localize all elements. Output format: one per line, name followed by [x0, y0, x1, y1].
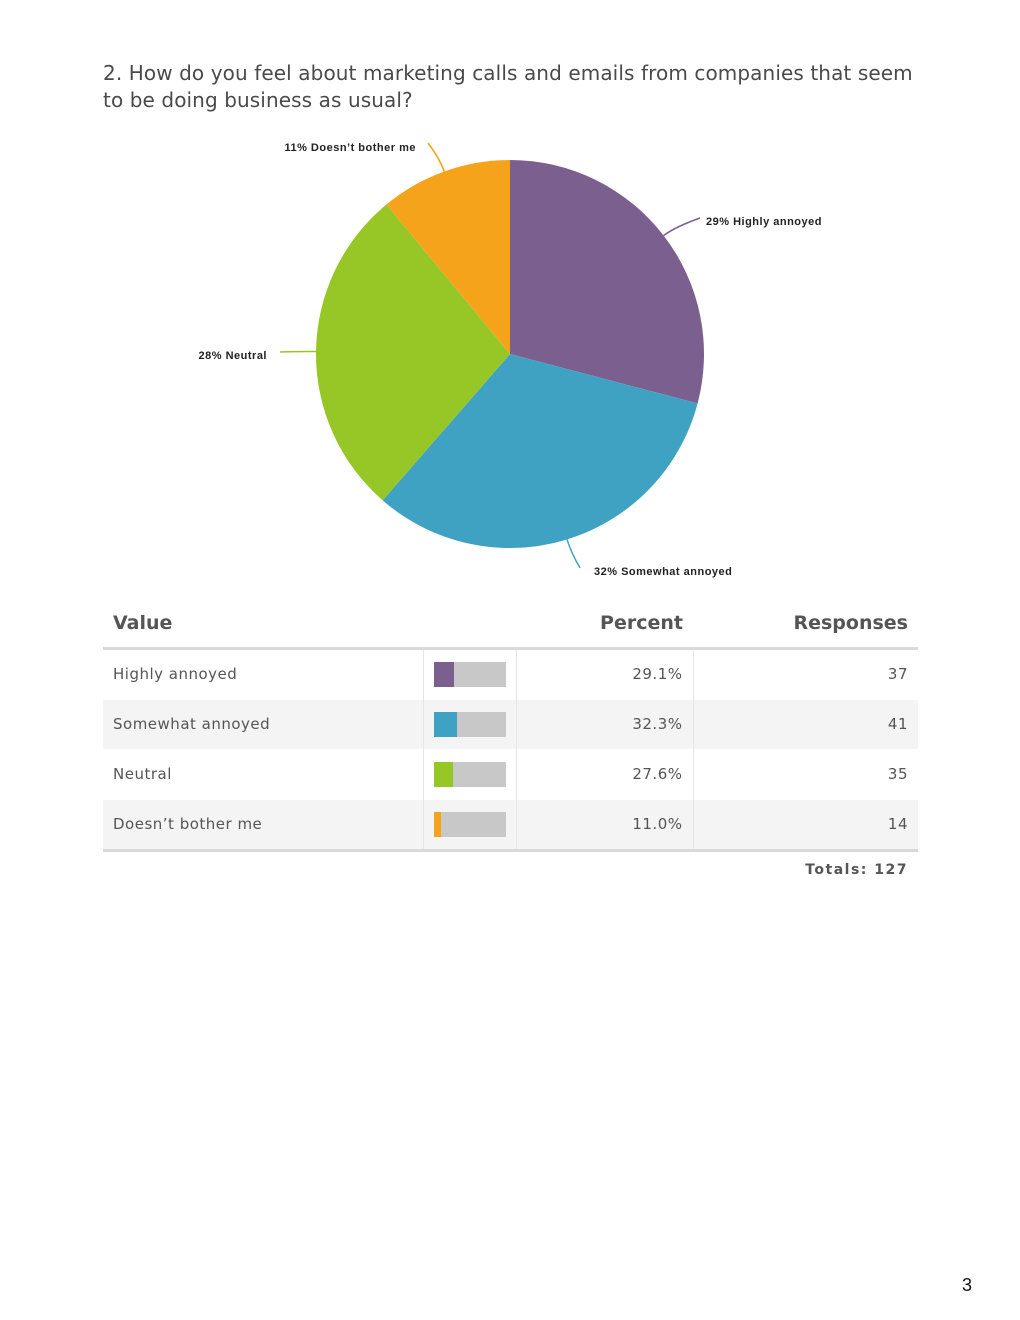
row-bar	[423, 749, 517, 799]
row-value: Highly annoyed	[103, 648, 424, 699]
pie-slice-label: 28% Neutral	[199, 350, 267, 362]
pie-leader-line	[427, 142, 445, 172]
row-responses: 14	[693, 799, 918, 850]
percent-bar	[433, 761, 506, 787]
totals: Totals: 127	[805, 862, 908, 878]
row-responses: 37	[887, 665, 908, 683]
pie-slice	[510, 160, 704, 404]
header-responses: Responses	[793, 612, 908, 635]
pie-slice-label: 11% Doesn’t bother me	[284, 142, 416, 154]
header-value: Value	[113, 612, 173, 635]
pie-leader-line	[566, 539, 581, 569]
row-responses: 41	[693, 699, 918, 749]
pie-slice	[382, 354, 698, 548]
row-percent: 29.1%	[516, 648, 694, 699]
header-percent: Percent	[600, 612, 683, 635]
row-responses: 35	[887, 765, 908, 783]
row-bar	[423, 699, 517, 749]
table-row: Highly annoyed 29.1% 37	[103, 648, 918, 699]
row-value: Somewhat annoyed	[103, 699, 424, 749]
table-row: Somewhat annoyed 32.3% 41	[103, 699, 918, 749]
percent-bar-fill	[433, 811, 442, 837]
pie-slice-label: 32% Somewhat annoyed	[594, 566, 732, 578]
percent-bar	[433, 711, 506, 737]
table-row: Neutral 27.6% 35	[103, 749, 918, 799]
question-title: 2. How do you feel about marketing calls…	[103, 61, 913, 112]
pie-slice-label: 29% Highly annoyed	[706, 216, 822, 228]
row-value: Doesn’t bother me	[103, 799, 424, 850]
percent-bar-fill	[433, 711, 457, 737]
row-percent: 32.3%	[516, 699, 694, 749]
percent-bar-fill	[433, 761, 454, 787]
row-value: Neutral	[103, 749, 424, 799]
percent-bar	[433, 661, 506, 687]
row-percent: 11.0%	[516, 799, 694, 850]
table-row: Doesn’t bother me 11.0% 14	[103, 799, 918, 850]
page-number: 3	[961, 1275, 972, 1295]
pie-slice	[316, 204, 510, 501]
header-bar	[423, 600, 516, 648]
table-header: Value Percent Responses	[103, 600, 918, 648]
results-table: Value Percent Responses Highly annoyed 2…	[103, 600, 918, 852]
pie-slice	[386, 160, 510, 354]
percent-bar-fill	[433, 661, 455, 687]
row-percent: 27.6%	[516, 749, 694, 799]
row-bar	[423, 799, 517, 850]
pie-leader-line	[663, 217, 701, 237]
row-bar	[423, 648, 517, 699]
percent-bar	[433, 811, 506, 837]
pie-chart: 29% Highly annoyed 32% Somewhat annoyed 28…	[199, 142, 822, 578]
